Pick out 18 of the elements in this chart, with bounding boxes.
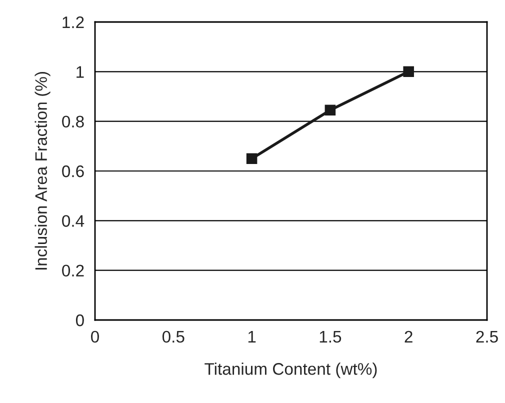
y-tick-label: 0 <box>76 314 84 326</box>
x-tick-label: 1.5 <box>320 331 342 343</box>
y-tick-label: 0.4 <box>62 215 84 227</box>
point <box>246 153 258 164</box>
y-axis-title: Inclusion Area Fraction (%) <box>34 72 50 270</box>
y-tick-label: 1.2 <box>62 16 84 28</box>
x-tick-label: 1 <box>248 331 256 342</box>
x-axis-title: Titanium Content (wt%) <box>204 362 377 378</box>
y-tick-label: 0.2 <box>62 264 84 277</box>
point <box>403 66 414 78</box>
y-tick-label: 0.6 <box>62 165 84 178</box>
x-tick-label: 2 <box>404 330 412 342</box>
x-tick-label: 0.5 <box>162 330 184 343</box>
x-tick-label: 0 <box>91 330 99 343</box>
y-tick-label: 1 <box>76 66 84 78</box>
y-tick-label: 0.8 <box>62 116 84 128</box>
point <box>324 104 336 116</box>
x-tick-label: 2.5 <box>476 330 498 343</box>
